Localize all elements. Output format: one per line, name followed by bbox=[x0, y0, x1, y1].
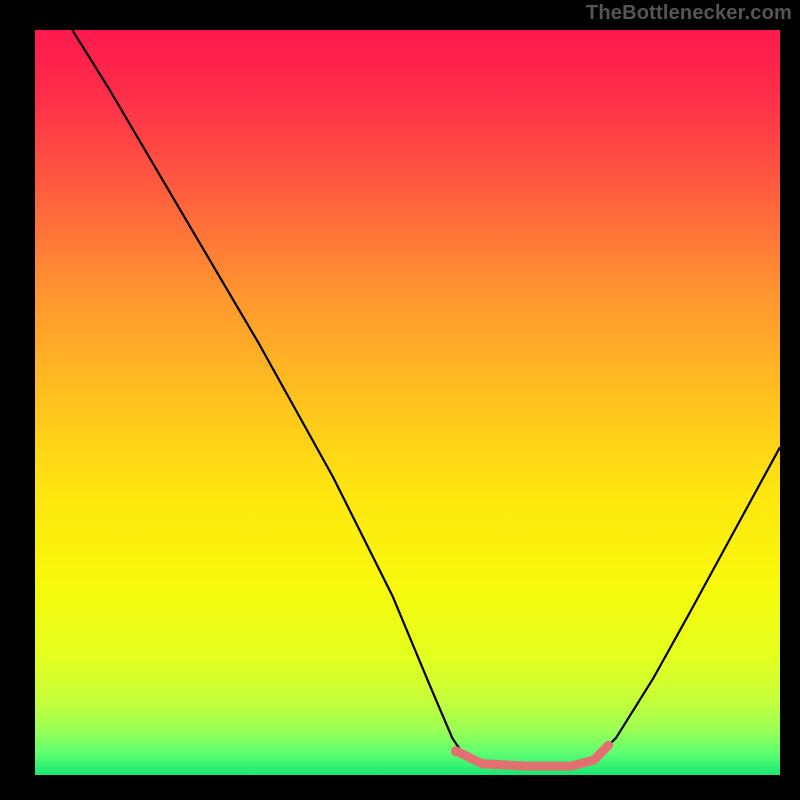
watermark-text: TheBottlenecker.com bbox=[586, 2, 792, 25]
plot-background bbox=[35, 30, 780, 775]
optimal-point-marker bbox=[451, 746, 461, 756]
chart-svg bbox=[0, 0, 800, 800]
chart-frame: TheBottlenecker.com bbox=[0, 0, 800, 800]
